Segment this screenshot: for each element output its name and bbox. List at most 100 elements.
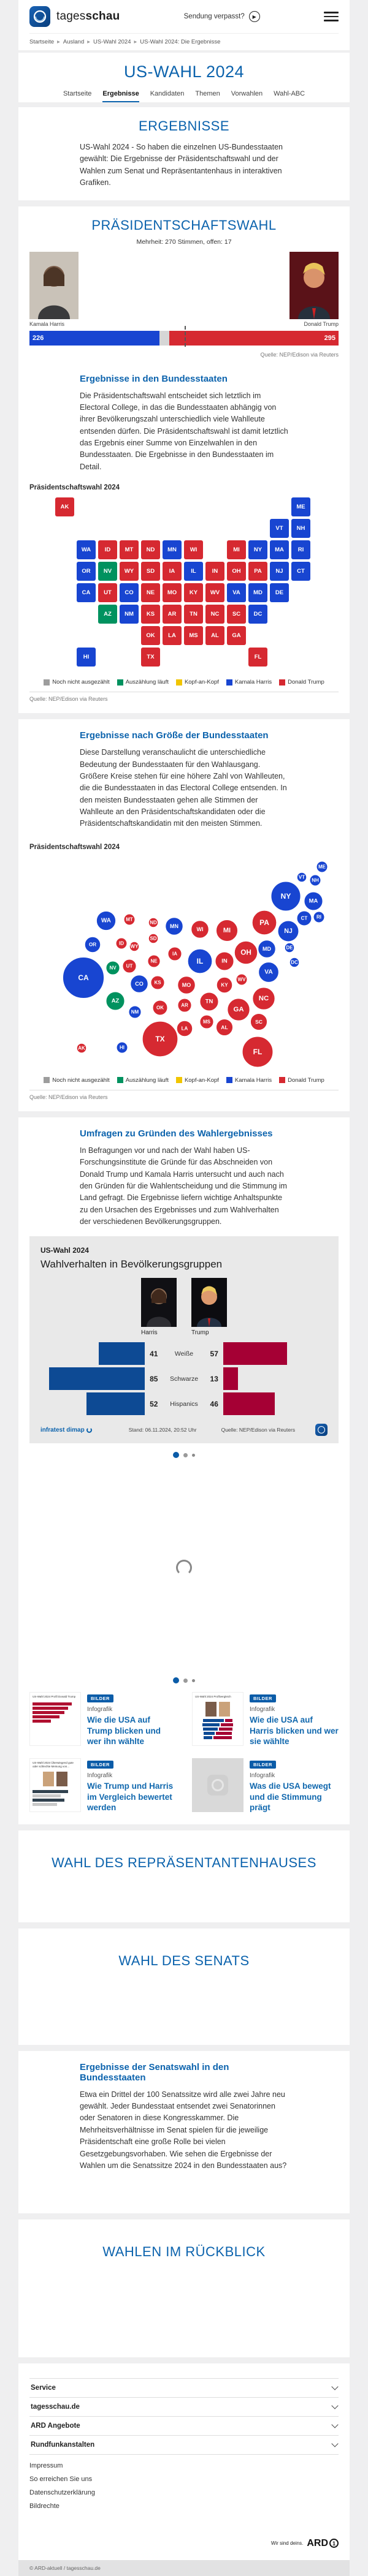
breadcrumb-item[interactable]: Ausland xyxy=(63,39,85,45)
state-bubble-OR[interactable] xyxy=(84,936,101,953)
state-tile-ID[interactable]: ID xyxy=(98,540,117,560)
state-bubble-RI[interactable] xyxy=(313,910,325,923)
carousel-dot[interactable] xyxy=(192,1679,195,1682)
footer-link-bildrechte[interactable]: Bildrechte xyxy=(29,2502,59,2510)
state-bubble-KS[interactable] xyxy=(150,975,166,990)
tab-startseite[interactable]: Startseite xyxy=(63,90,92,97)
state-bubble-AR[interactable] xyxy=(177,997,193,1013)
state-bubble-MN[interactable] xyxy=(164,916,184,935)
state-tile-MO[interactable]: MO xyxy=(163,583,182,603)
state-bubble-SC[interactable] xyxy=(250,1013,268,1031)
state-bubble-LA[interactable] xyxy=(176,1020,193,1037)
carousel-dot[interactable] xyxy=(183,1678,188,1683)
state-tile-KY[interactable]: KY xyxy=(184,583,203,603)
state-tile-AZ[interactable]: AZ xyxy=(98,605,117,624)
footer-accordion-ard-angebote[interactable]: ARD Angebote xyxy=(29,2415,339,2435)
teaser-card-4[interactable]: BILDER Infografik Was die USA bewegt und d… xyxy=(192,1758,339,1813)
play-icon[interactable]: ▶ xyxy=(248,11,260,22)
state-bubble-OK[interactable] xyxy=(152,999,168,1016)
state-tile-WV[interactable]: WV xyxy=(205,583,224,603)
state-tile-FL[interactable]: FL xyxy=(248,648,267,667)
state-tile-KS[interactable]: KS xyxy=(141,605,160,624)
state-tile-AK[interactable]: AK xyxy=(55,497,74,517)
tagesschau-logo-icon[interactable] xyxy=(29,6,50,27)
state-tile-WY[interactable]: WY xyxy=(120,562,139,581)
state-tile-DC[interactable]: DC xyxy=(248,605,267,624)
teaser-card-1[interactable]: US-Wahl 2024 Profil Donald Trump BILDER In… xyxy=(29,1692,176,1747)
state-tile-NE[interactable]: NE xyxy=(141,583,160,603)
teaser-card-2[interactable]: US-Wahl 2024 Profilvergleich BILDER Infogr… xyxy=(192,1692,339,1747)
state-bubble-WV[interactable] xyxy=(236,973,248,986)
state-bubble-ID[interactable] xyxy=(115,937,128,950)
state-bubble-NE[interactable] xyxy=(147,954,161,968)
state-tile-VT[interactable]: VT xyxy=(270,519,289,538)
state-tile-SC[interactable]: SC xyxy=(227,605,246,624)
state-bubble-KY[interactable] xyxy=(216,976,233,994)
state-bubble-IN[interactable] xyxy=(214,951,235,971)
state-tile-WI[interactable]: WI xyxy=(184,540,203,560)
state-bubble-VA[interactable] xyxy=(258,961,280,983)
state-bubble-WA[interactable] xyxy=(96,910,117,931)
state-bubble-HI[interactable] xyxy=(116,1041,128,1054)
state-bubble-DE[interactable] xyxy=(284,942,295,953)
state-bubble-CA[interactable] xyxy=(62,956,105,999)
state-bubble-NV[interactable] xyxy=(105,960,121,975)
state-bubble-IA[interactable] xyxy=(167,946,183,961)
state-bubble-CO[interactable] xyxy=(129,974,149,993)
state-tile-CA[interactable]: CA xyxy=(77,583,96,603)
state-tile-NJ[interactable]: NJ xyxy=(270,562,289,581)
state-bubble-NM[interactable] xyxy=(128,1005,142,1019)
state-tile-TN[interactable]: TN xyxy=(184,605,203,624)
teaser-title[interactable]: Wie die USA auf Trump blicken und wer ih… xyxy=(87,1715,161,1747)
state-tile-NY[interactable]: NY xyxy=(248,540,267,560)
state-bubble-ME[interactable] xyxy=(316,860,328,873)
carousel-dot-active[interactable] xyxy=(173,1452,179,1459)
state-bubble-ND[interactable] xyxy=(148,917,159,928)
carousel-dot[interactable] xyxy=(183,1452,188,1457)
state-tile-OK[interactable]: OK xyxy=(141,626,160,646)
state-bubble-TX[interactable] xyxy=(142,1020,178,1057)
state-bubble-MO[interactable] xyxy=(177,975,196,994)
state-tile-OH[interactable]: OH xyxy=(227,562,246,581)
teaser-title[interactable]: Wie Trump und Harris im Vergleich bewert… xyxy=(87,1781,174,1813)
state-tile-IN[interactable]: IN xyxy=(205,562,224,581)
footer-accordion-service[interactable]: Service xyxy=(29,2378,339,2397)
tab-kandidaten[interactable]: Kandidaten xyxy=(150,90,185,97)
state-tile-TX[interactable]: TX xyxy=(141,648,160,667)
state-bubble-MI[interactable] xyxy=(215,919,239,942)
footer-accordion-rundfunkanstalten[interactable]: Rundfunkanstalten xyxy=(29,2434,339,2455)
state-bubble-GA[interactable] xyxy=(226,997,251,1021)
footer-link-impressum[interactable]: Impressum xyxy=(29,2461,63,2469)
state-tile-MI[interactable]: MI xyxy=(227,540,246,560)
state-tile-CT[interactable]: CT xyxy=(291,562,310,581)
state-tile-PA[interactable]: PA xyxy=(248,562,267,581)
teaser-title[interactable]: Wie die USA auf Harris blicken und wer s… xyxy=(250,1715,339,1747)
state-bubble-AL[interactable] xyxy=(215,1018,234,1037)
state-bubble-AZ[interactable] xyxy=(105,991,126,1011)
state-bubble-TN[interactable] xyxy=(199,991,220,1011)
state-tile-AL[interactable]: AL xyxy=(205,626,224,646)
state-bubble-IL[interactable] xyxy=(187,948,213,974)
breadcrumb-item[interactable]: US-Wahl 2024: Die Ergebnisse xyxy=(140,39,221,45)
tagesschau-wordmark[interactable]: tagesschau xyxy=(56,10,120,23)
state-bubble-SD[interactable] xyxy=(148,933,159,944)
state-tile-DE[interactable]: DE xyxy=(270,583,289,603)
state-tile-AR[interactable]: AR xyxy=(163,605,182,624)
state-bubble-MT[interactable] xyxy=(123,913,136,926)
state-tile-OR[interactable]: OR xyxy=(77,562,96,581)
state-tile-ND[interactable]: ND xyxy=(141,540,160,560)
state-bubble-CT[interactable] xyxy=(296,910,312,926)
state-bubble-FL[interactable] xyxy=(242,1035,274,1068)
tab-ergebnisse[interactable]: Ergebnisse xyxy=(102,90,139,102)
state-tile-CO[interactable]: CO xyxy=(120,583,139,603)
state-tile-MD[interactable]: MD xyxy=(248,583,267,603)
breadcrumb-item[interactable]: Startseite xyxy=(29,39,55,45)
state-bubble-NC[interactable] xyxy=(251,986,276,1010)
state-bubble-PA[interactable] xyxy=(251,909,277,935)
footer-link-so-erreichen-sie-uns[interactable]: So erreichen Sie uns xyxy=(29,2475,93,2483)
carousel-dot-active[interactable] xyxy=(173,1677,179,1684)
state-tile-SD[interactable]: SD xyxy=(141,562,160,581)
state-tile-IL[interactable]: IL xyxy=(184,562,203,581)
tab-vorwahlen[interactable]: Vorwahlen xyxy=(231,90,263,97)
state-tile-WA[interactable]: WA xyxy=(77,540,96,560)
